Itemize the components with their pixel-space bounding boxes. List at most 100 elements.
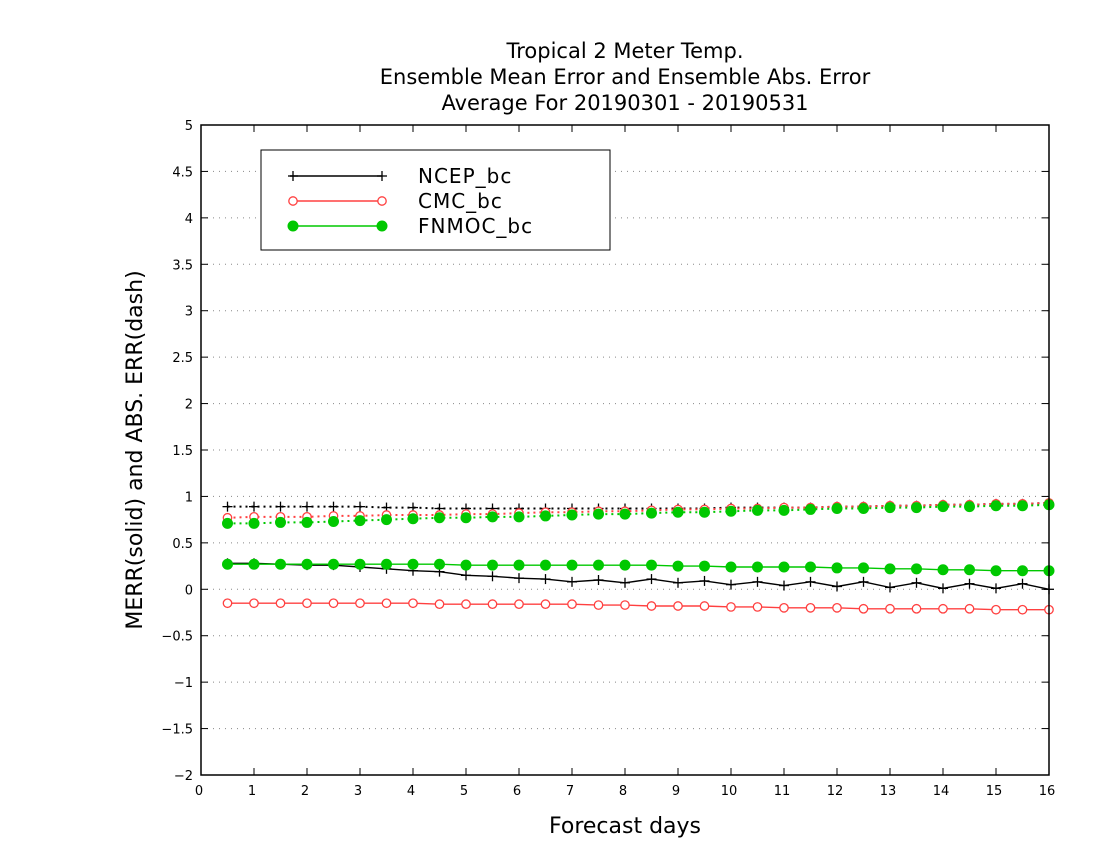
- merr-point: [355, 598, 365, 609]
- merr-point: [991, 604, 1001, 615]
- y-tick-label: 4.5: [172, 165, 193, 180]
- abs-err-point: [513, 511, 525, 523]
- y-tick-label: 2.5: [172, 351, 193, 366]
- merr-point: [1017, 604, 1028, 615]
- merr-point: [619, 559, 631, 571]
- merr-point: [248, 558, 260, 570]
- abs-err-point: [275, 516, 286, 528]
- abs-err-point: [911, 502, 922, 514]
- merr-point: [725, 561, 737, 573]
- x-axis-label: Forecast days: [549, 814, 701, 839]
- merr-point: [487, 571, 498, 582]
- legend-label: CMC_bc: [418, 189, 503, 213]
- x-tick-label: 1: [248, 784, 256, 799]
- abs-err-point: [566, 509, 578, 521]
- series-FNMOC_bc: [222, 499, 1055, 577]
- merr-point: [275, 598, 286, 609]
- abs-err-point: [355, 501, 365, 512]
- merr-point: [328, 558, 339, 570]
- merr-point: [699, 560, 710, 572]
- abs-err-point: [275, 501, 286, 512]
- merr-point: [460, 559, 472, 571]
- merr-point: [461, 599, 471, 609]
- merr-point: [938, 603, 948, 614]
- merr-point: [779, 580, 789, 591]
- abs-err-point: [699, 506, 710, 518]
- legend-marker: [288, 171, 298, 181]
- merr-point: [805, 603, 816, 613]
- chart-title-line: Average For 20190301 - 20190531: [441, 91, 808, 115]
- y-tick-label: 0.5: [172, 537, 193, 552]
- x-tick-label: 13: [880, 784, 897, 799]
- merr-point: [752, 561, 763, 573]
- merr-line: [227, 602, 1049, 611]
- legend-label: FNMOC_bc: [418, 214, 533, 238]
- legend-label: NCEP_bc: [418, 164, 512, 188]
- merr-point: [805, 576, 816, 587]
- merr-point: [593, 575, 604, 585]
- merr-point: [566, 559, 578, 571]
- merr-point: [832, 581, 842, 592]
- abs-err-point: [354, 515, 366, 527]
- merr-point: [302, 598, 312, 609]
- chart-title: Tropical 2 Meter Temp.Ensemble Mean Erro…: [380, 39, 871, 115]
- merr-point: [646, 601, 657, 611]
- series-layer: [222, 497, 1055, 615]
- x-tick-label: 8: [619, 784, 627, 799]
- legend-marker: [377, 196, 387, 206]
- legend-marker: [377, 171, 387, 181]
- abs-err-point: [407, 513, 419, 525]
- merr-point: [381, 598, 392, 609]
- abs-err-point: [884, 502, 896, 514]
- x-tick-label: 10: [721, 784, 738, 799]
- abs-err-point: [222, 501, 233, 512]
- y-tick-label: −1: [174, 676, 193, 691]
- merr-point: [964, 564, 975, 576]
- merr-point: [832, 603, 842, 613]
- merr-point: [381, 558, 392, 570]
- abs-err-point: [460, 512, 472, 524]
- abs-err-point: [672, 506, 684, 518]
- x-tick-label: 7: [566, 784, 574, 799]
- merr-point: [911, 603, 922, 614]
- merr-point: [328, 598, 339, 609]
- x-tick-label: 6: [513, 784, 521, 799]
- merr-point: [699, 601, 710, 611]
- merr-point: [726, 602, 736, 612]
- grid-lines: [201, 170, 1049, 730]
- legend-marker: [288, 196, 298, 206]
- abs-err-point: [805, 503, 816, 515]
- abs-err-point: [858, 503, 869, 514]
- y-tick-label: 1: [185, 490, 193, 505]
- merr-point: [885, 582, 895, 593]
- merr-point: [620, 577, 630, 588]
- axis-ticks: −2−1.5−1−0.500.511.522.533.544.550 1 2 3 4 5 6…: [161, 119, 1055, 799]
- merr-point: [301, 558, 313, 570]
- merr-point: [646, 559, 657, 571]
- merr-point: [778, 561, 790, 573]
- abs-err-point: [646, 507, 657, 519]
- x-tick-label: 2: [301, 784, 309, 799]
- abs-err-point: [1017, 500, 1028, 512]
- y-tick-label: 0: [185, 583, 193, 598]
- x-tick-label: 4: [407, 784, 415, 799]
- y-tick-label: 2: [185, 398, 193, 413]
- merr-point: [1017, 578, 1028, 589]
- merr-point: [514, 573, 524, 584]
- abs-err-point: [937, 501, 949, 513]
- merr-point: [567, 599, 577, 609]
- legend-box: [260, 149, 611, 251]
- merr-point: [540, 559, 551, 571]
- series-CMC_bc: [222, 498, 1054, 615]
- abs-err-line: [227, 503, 1050, 525]
- abs-err-point: [778, 504, 790, 516]
- abs-err-point: [593, 508, 604, 520]
- merr-point: [514, 599, 524, 609]
- abs-err-point: [619, 508, 631, 520]
- legend-marker: [287, 220, 299, 232]
- abs-err-point: [831, 503, 843, 514]
- y-axis-label: MERR(solid) and ABS. ERR(dash): [123, 270, 148, 629]
- merr-point: [407, 558, 419, 570]
